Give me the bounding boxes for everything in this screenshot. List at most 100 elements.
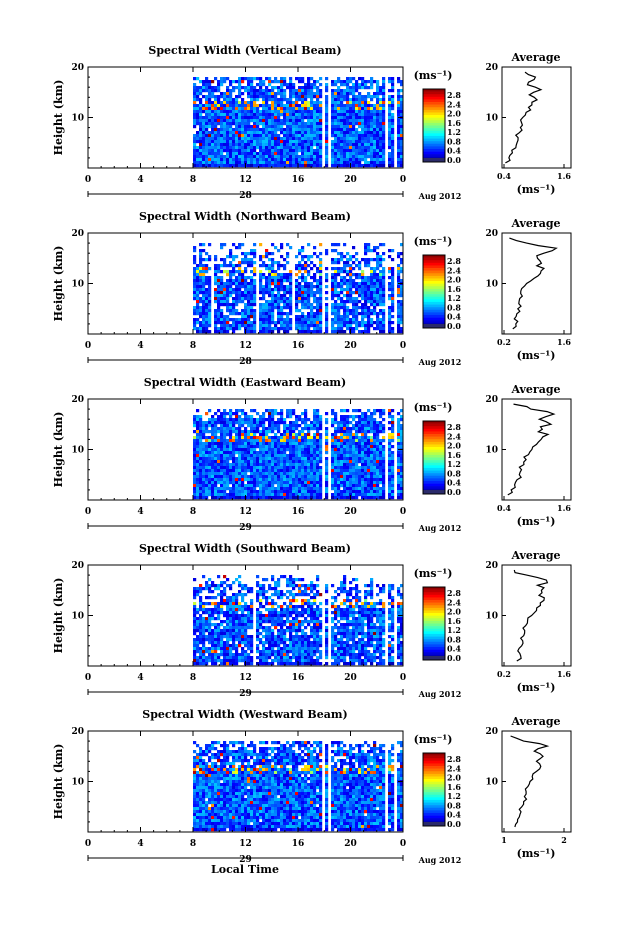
heatmap-cell (352, 285, 356, 289)
heatmap-cell (217, 445, 221, 449)
heatmap-cell (250, 249, 254, 253)
average-x-tick-label: 0.2 (497, 337, 511, 347)
heatmap-cell (298, 439, 302, 443)
heatmap-cell (244, 463, 248, 467)
heatmap-cell (289, 469, 293, 473)
heatmap-cell (370, 95, 374, 99)
heatmap-cell (226, 282, 230, 286)
heatmap-cell (361, 433, 365, 437)
heatmap-cell (388, 255, 392, 259)
heatmap-cell (379, 297, 383, 301)
heatmap-cell (334, 300, 338, 304)
heatmap-cell (361, 285, 365, 289)
heatmap-cell (388, 131, 392, 135)
heatmap-cell (364, 439, 368, 443)
heatmap-cell (253, 451, 257, 455)
heatmap-cell (304, 436, 308, 440)
heatmap-cell (298, 125, 302, 129)
heatmap-cell (247, 445, 251, 449)
heatmap-cell (298, 442, 302, 446)
heatmap-cell (289, 487, 293, 491)
heatmap-cell (373, 294, 377, 298)
heatmap-cell (238, 421, 242, 425)
heatmap-cell (382, 276, 386, 280)
heatmap-cell (262, 418, 266, 422)
heatmap-cell (307, 255, 311, 259)
heatmap-cell (307, 490, 311, 494)
heatmap-cell (262, 466, 266, 470)
heatmap-cell (289, 246, 293, 250)
heatmap-cell (325, 324, 329, 328)
heatmap-cell (364, 161, 368, 165)
heatmap-cell (289, 484, 293, 488)
heatmap-cell (199, 484, 203, 488)
heatmap-cell (358, 98, 362, 102)
heatmap-cell (250, 152, 254, 156)
heatmap-cell (301, 451, 305, 455)
heatmap-cell (274, 490, 278, 494)
heatmap-cell (244, 113, 248, 117)
heatmap-cell (256, 463, 260, 467)
heatmap-cell (373, 249, 377, 253)
heatmap-cell (319, 243, 323, 247)
heatmap-cell (319, 330, 323, 334)
heatmap-cell (244, 149, 248, 153)
heatmap-cell (241, 490, 245, 494)
heatmap-cell (304, 276, 308, 280)
heatmap-cell (391, 300, 395, 304)
heatmap-cell (349, 493, 353, 497)
heatmap-cell (361, 318, 365, 322)
heatmap-cell (241, 478, 245, 482)
heatmap-cell (253, 475, 257, 479)
heatmap-cell (232, 466, 236, 470)
heatmap-cell (271, 101, 275, 105)
heatmap-cell (313, 137, 317, 141)
heatmap-cell (349, 80, 353, 84)
heatmap-cell (253, 484, 257, 488)
heatmap-cell (211, 137, 215, 141)
heatmap-cell (286, 101, 290, 105)
heatmap-cell (193, 291, 197, 295)
heatmap-cell (364, 164, 368, 168)
heatmap-cell (199, 113, 203, 117)
heatmap-cell (343, 134, 347, 138)
heatmap-cell (217, 140, 221, 144)
colorbar-segment (423, 120, 445, 124)
heatmap-cell (205, 294, 209, 298)
heatmap-cell (325, 436, 329, 440)
heatmap-cell (319, 493, 323, 497)
heatmap-cell (286, 466, 290, 470)
heatmap-cell (400, 152, 404, 156)
heatmap-cell (241, 261, 245, 265)
heatmap-cell (325, 496, 329, 500)
heatmap-cell (229, 442, 233, 446)
heatmap-cell (265, 285, 269, 289)
heatmap-cell (250, 460, 254, 464)
heatmap-cell (352, 418, 356, 422)
heatmap-cell (226, 125, 230, 129)
heatmap-cell (277, 318, 281, 322)
heatmap-cell (367, 300, 371, 304)
heatmap-cell (208, 131, 212, 135)
heatmap-cell (193, 134, 197, 138)
heatmap-cell (211, 430, 215, 434)
heatmap-cell (349, 457, 353, 461)
heatmap-cell (274, 451, 278, 455)
heatmap-cell (238, 267, 242, 271)
heatmap-cell (196, 276, 200, 280)
heatmap-cell (337, 155, 341, 159)
heatmap-cell (268, 128, 272, 132)
heatmap-cell (265, 466, 269, 470)
heatmap-cell (334, 415, 338, 419)
heatmap-cell (364, 433, 368, 437)
heatmap-cell (367, 475, 371, 479)
heatmap-cell (217, 95, 221, 99)
heatmap-cell (379, 300, 383, 304)
heatmap-cell (202, 306, 206, 310)
heatmap-cell (367, 330, 371, 334)
heatmap-cell (400, 303, 404, 307)
heatmap-cell (346, 164, 350, 168)
heatmap-cell (208, 303, 212, 307)
heatmap-cell (361, 270, 365, 274)
heatmap-cell (298, 110, 302, 114)
